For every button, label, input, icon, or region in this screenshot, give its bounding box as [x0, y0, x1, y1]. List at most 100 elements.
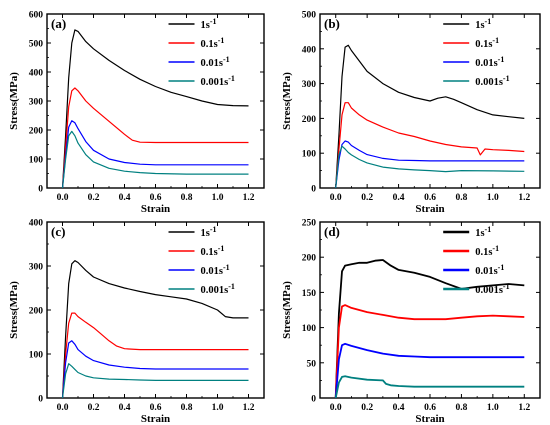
y-tick-label: 0: [38, 185, 43, 195]
series-line-3: [61, 363, 249, 398]
x-axis-label: Strain: [415, 413, 444, 425]
y-tick-label: 100: [302, 324, 317, 334]
x-tick-label: 0.0: [330, 193, 342, 203]
x-tick-label: 0.2: [88, 403, 100, 413]
x-tick-label: 1.2: [518, 403, 530, 413]
x-axis-label: Strain: [141, 203, 170, 215]
y-tick-label: 100: [29, 156, 44, 166]
legend-entry: 1s-1: [475, 225, 491, 239]
series-line-0: [334, 259, 525, 398]
legend-entry: 0.1s-1: [201, 36, 225, 50]
x-tick-label: 1.2: [518, 193, 530, 203]
x-tick-label: 0.6: [424, 193, 436, 203]
y-tick-label: 100: [29, 351, 44, 361]
legend-entry: 0.001s-1: [201, 282, 235, 296]
panel-label: (d): [324, 224, 340, 239]
y-tick-label: 100: [302, 150, 317, 160]
series-line-2: [61, 340, 249, 398]
legend-entry: 1s-1: [201, 17, 217, 31]
series-line-1: [334, 304, 525, 398]
y-tick-label: 200: [29, 307, 44, 317]
x-axis-label: Strain: [141, 413, 170, 425]
x-tick-label: 0.0: [330, 403, 342, 413]
x-tick-label: 0.6: [150, 403, 162, 413]
legend-entry: 1s-1: [475, 17, 491, 31]
chart-panel-0: (a) 0.0 0.2 0.4 0.6 0.8 1.0 1.2 0 100 200 300 400 500…: [8, 11, 265, 215]
x-tick-label: 0.6: [150, 193, 162, 203]
series-line-3: [335, 145, 525, 188]
y-tick-label: 300: [29, 263, 44, 273]
x-tick-label: 1.0: [212, 403, 224, 413]
y-tick-label: 0: [311, 395, 316, 405]
y-tick-label: 400: [29, 219, 44, 229]
plot-frame: [46, 13, 265, 189]
y-tick-label: 200: [302, 115, 317, 125]
legend-entry: 0.001s-1: [201, 74, 235, 88]
legend-entry: 0.01s-1: [475, 55, 504, 69]
y-tick-label: 300: [302, 80, 317, 90]
x-tick-label: 0.2: [361, 193, 373, 203]
x-tick-label: 1.2: [243, 193, 255, 203]
x-tick-label: 1.0: [212, 193, 224, 203]
x-tick-label: 0.8: [455, 403, 467, 413]
x-tick-label: 0.2: [361, 403, 373, 413]
series-line-0: [335, 44, 525, 188]
x-tick-label: 0.0: [57, 403, 69, 413]
chart-panel-3: (d) 0.0 0.2 0.4 0.6 0.8 1.0 1.2 0 50 100 150 200 250 S…: [281, 219, 541, 425]
legend-entry: 0.1s-1: [475, 36, 499, 50]
x-tick-label: 0.0: [57, 193, 69, 203]
x-tick-label: 1.0: [487, 403, 499, 413]
panel-label: (a): [51, 16, 66, 31]
y-tick-label: 400: [302, 45, 317, 55]
series-line-0: [61, 29, 249, 188]
y-tick-label: 600: [29, 11, 44, 21]
x-tick-label: 0.4: [393, 403, 405, 413]
series-line-2: [334, 342, 525, 398]
y-axis-label: Stress(MPa): [8, 281, 20, 339]
series-line-1: [61, 312, 249, 398]
x-tick-label: 0.8: [181, 403, 193, 413]
series-line-2: [335, 140, 525, 188]
x-tick-label: 1.0: [487, 193, 499, 203]
chart-panel-1: (b) 0.0 0.2 0.4 0.6 0.8 1.0 1.2 0 100 200 300 400 500…: [281, 11, 541, 215]
legend-entry: 0.1s-1: [201, 244, 225, 258]
y-tick-label: 200: [302, 254, 317, 264]
legend-entry: 0.001s-1: [475, 74, 509, 88]
x-tick-label: 1.2: [243, 403, 255, 413]
series-line-0: [61, 260, 249, 398]
x-tick-label: 0.4: [119, 193, 131, 203]
y-tick-label: 150: [302, 289, 317, 299]
y-tick-label: 0: [38, 395, 43, 405]
plot-frame: [319, 221, 541, 399]
x-tick-label: 0.6: [424, 403, 436, 413]
y-axis-label: Stress(MPa): [281, 281, 293, 339]
y-tick-label: 400: [29, 69, 44, 79]
y-tick-label: 250: [302, 219, 317, 229]
x-tick-label: 0.8: [181, 193, 193, 203]
chart-panel-2: (c) 0.0 0.2 0.4 0.6 0.8 1.0 1.2 0 100 200 300 400 Str…: [8, 219, 265, 425]
x-axis-label: Strain: [415, 203, 444, 215]
panel-label: (b): [324, 16, 340, 31]
x-tick-label: 0.2: [88, 193, 100, 203]
series-line-1: [335, 102, 525, 188]
series-line-3: [61, 130, 249, 188]
series-line-2: [61, 120, 249, 188]
plot-frame: [46, 221, 265, 399]
y-tick-label: 0: [311, 185, 316, 195]
panel-label: (c): [51, 224, 65, 239]
y-tick-label: 50: [307, 359, 317, 369]
x-tick-label: 0.4: [393, 193, 405, 203]
y-tick-label: 500: [29, 40, 44, 50]
y-tick-label: 500: [302, 11, 317, 21]
legend-entry: 0.01s-1: [201, 55, 230, 69]
legend-entry: 1s-1: [201, 225, 217, 239]
y-axis-label: Stress(MPa): [281, 72, 293, 130]
x-tick-label: 0.4: [119, 403, 131, 413]
legend-entry: 0.001s-1: [475, 282, 509, 296]
y-axis-label: Stress(MPa): [8, 72, 20, 130]
y-tick-label: 200: [29, 127, 44, 137]
legend-entry: 0.01s-1: [201, 263, 230, 277]
y-tick-label: 300: [29, 98, 44, 108]
series-line-3: [334, 375, 525, 398]
